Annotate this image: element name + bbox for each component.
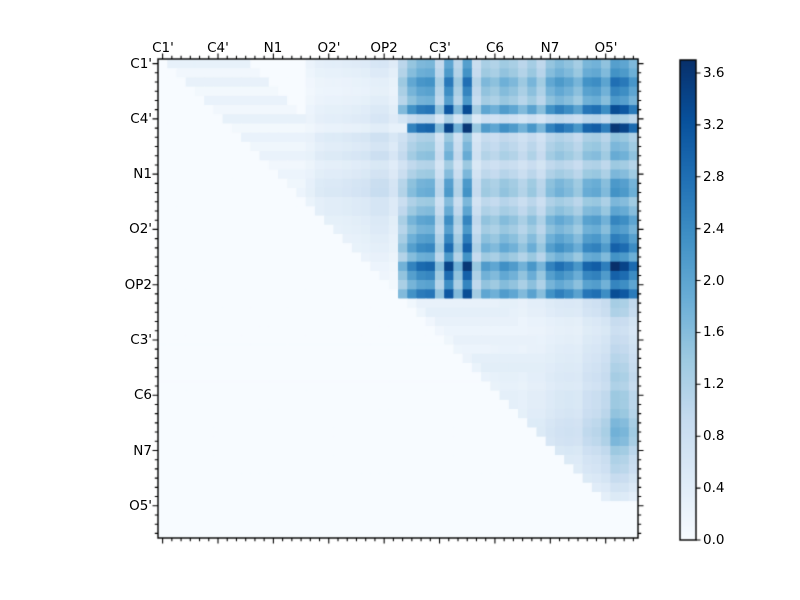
colorbar-tick-label: 1.6 [703,324,725,340]
colorbar-tick-label: 1.2 [703,376,725,392]
y-tick-label: C3' [130,332,152,348]
x-tick-label: C4' [207,40,229,56]
y-tick-label: N1 [133,166,152,182]
x-tick-label: N7 [540,40,560,56]
colorbar-tick-label: 2.8 [703,169,725,185]
colorbar-tick-label: 0.8 [703,428,725,444]
y-tick-label: C6 [133,387,152,403]
x-tick-label: O2' [317,40,341,56]
y-tick-label: N7 [133,443,152,459]
colorbar-tick-label: 3.2 [703,117,725,133]
colorbar-tick-label: 3.6 [703,65,725,81]
y-tick-label: C4' [130,111,152,127]
x-tick-label: C6 [485,40,505,56]
colorbar-tick-label: 0.4 [703,480,725,496]
x-tick-label: C3' [429,40,451,56]
y-tick-label: O2' [129,221,152,237]
colorbar-tick-label: 2.4 [703,221,725,237]
x-tick-label: OP2 [370,40,398,56]
y-tick-label: OP2 [124,277,152,293]
colorbar-tick-label: 0.0 [703,532,725,548]
colorbar-tick-label: 2.0 [703,273,725,289]
x-tick-label: N1 [263,40,283,56]
y-tick-label: C1' [130,56,152,72]
x-tick-label: O5' [594,40,618,56]
y-tick-label: O5' [129,498,152,514]
x-tick-label: C1' [152,40,174,56]
